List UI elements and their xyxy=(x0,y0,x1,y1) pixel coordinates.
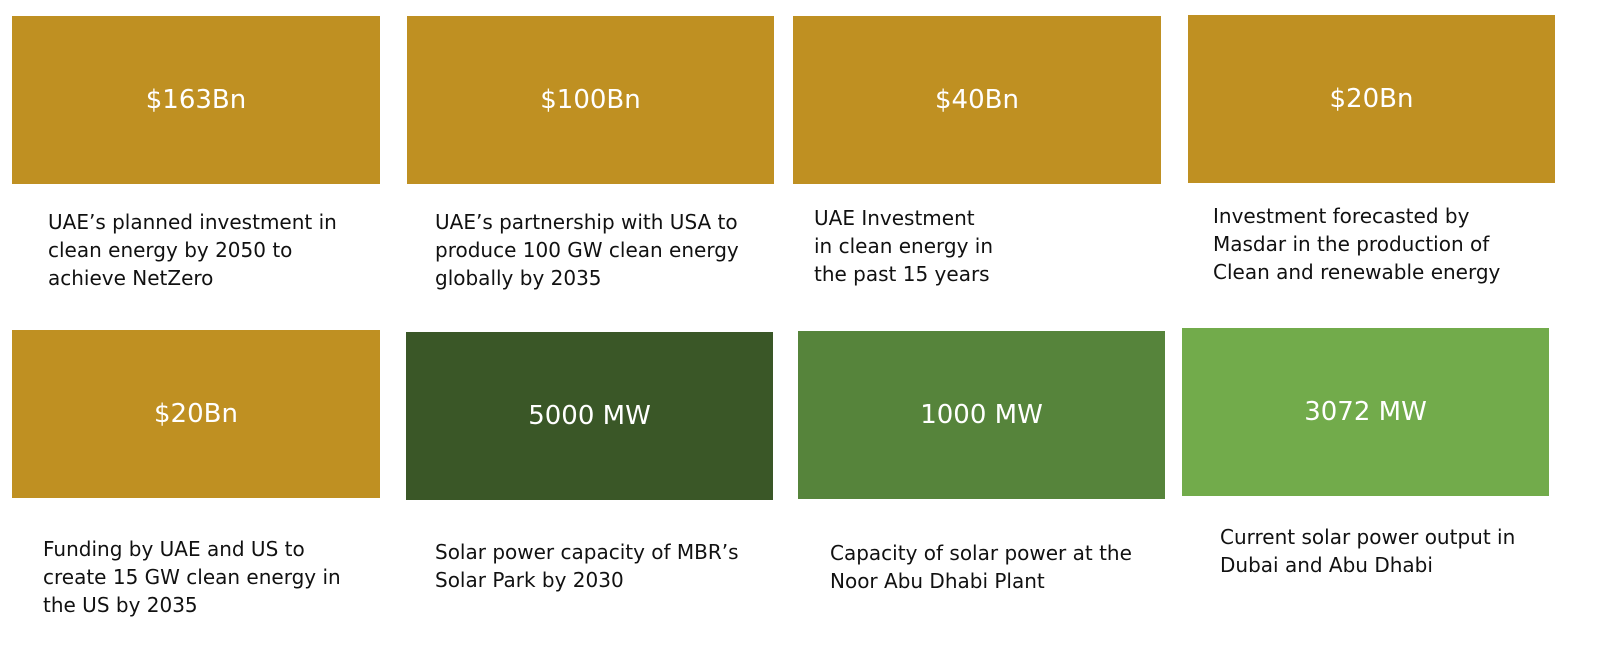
stat-tile-past-15-years: $40Bn xyxy=(793,16,1161,184)
stat-caption: Solar power capacity of MBR’s Solar Park… xyxy=(435,540,739,592)
stat-value: $163Bn xyxy=(145,85,247,115)
stat-value: $20Bn xyxy=(1329,84,1414,114)
stat-caption: UAE Investment in clean energy in the pa… xyxy=(814,206,994,286)
stat-value: 5000 MW xyxy=(528,401,651,431)
stat-caption: Capacity of solar power at the Noor Abu … xyxy=(830,541,1132,593)
stat-tile-noor-abu-dhabi: 1000 MW xyxy=(798,331,1165,499)
stat-caption: UAE’s partnership with USA to produce 10… xyxy=(435,210,739,290)
stat-caption: Investment forecasted by Masdar in the p… xyxy=(1213,204,1501,284)
stat-tile-usa-partnership: $100Bn xyxy=(407,16,774,184)
stat-value: $100Bn xyxy=(540,85,641,115)
stat-tile-uae-us-funding: $20Bn xyxy=(12,330,380,498)
stat-caption: UAE’s planned investment in clean energy… xyxy=(48,210,337,290)
stat-tile-masdar-forecast: $20Bn xyxy=(1188,15,1555,183)
stat-tile-mbr-solar-park: 5000 MW xyxy=(406,332,773,500)
stat-value: $20Bn xyxy=(154,399,238,429)
stat-value: $40Bn xyxy=(935,85,1019,115)
stat-value: 1000 MW xyxy=(920,400,1043,430)
stat-tile-uae-planned-investment: $163Bn xyxy=(12,16,380,184)
stat-tile-current-solar-output: 3072 MW xyxy=(1182,328,1549,496)
stat-caption: Funding by UAE and US to create 15 GW cl… xyxy=(43,537,341,617)
stat-value: 3072 MW xyxy=(1304,397,1427,427)
stat-caption: Current solar power output in Dubai and … xyxy=(1220,525,1516,577)
